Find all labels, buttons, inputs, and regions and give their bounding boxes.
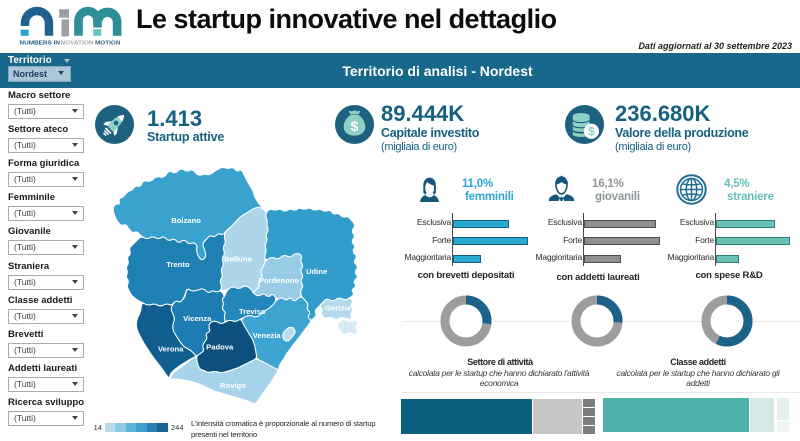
svg-text:NUMBERS IN: NUMBERS IN [20,41,61,47]
svg-text:Pordenone: Pordenone [259,276,299,285]
svg-text:$: $ [351,118,359,134]
svg-text:Trieste: Trieste [344,317,366,324]
svg-text:Rovigo: Rovigo [220,381,246,390]
svg-text:Trento: Trento [166,260,190,269]
svg-text:Bolzano: Bolzano [171,216,201,225]
svg-text:Udine: Udine [306,267,327,276]
svg-text:Vicenza: Vicenza [183,314,212,323]
svg-text:NOVATION: NOVATION [61,41,94,47]
svg-text:Verona: Verona [158,345,184,354]
svg-text:Treviso: Treviso [239,307,266,316]
svg-text:Belluno: Belluno [224,255,252,264]
svg-text:$: $ [588,125,595,139]
svg-text:Venezia: Venezia [253,331,282,340]
svg-text:Gorizia: Gorizia [325,304,352,313]
svg-text:MOTION: MOTION [95,41,121,47]
svg-text:Padova: Padova [206,342,234,351]
